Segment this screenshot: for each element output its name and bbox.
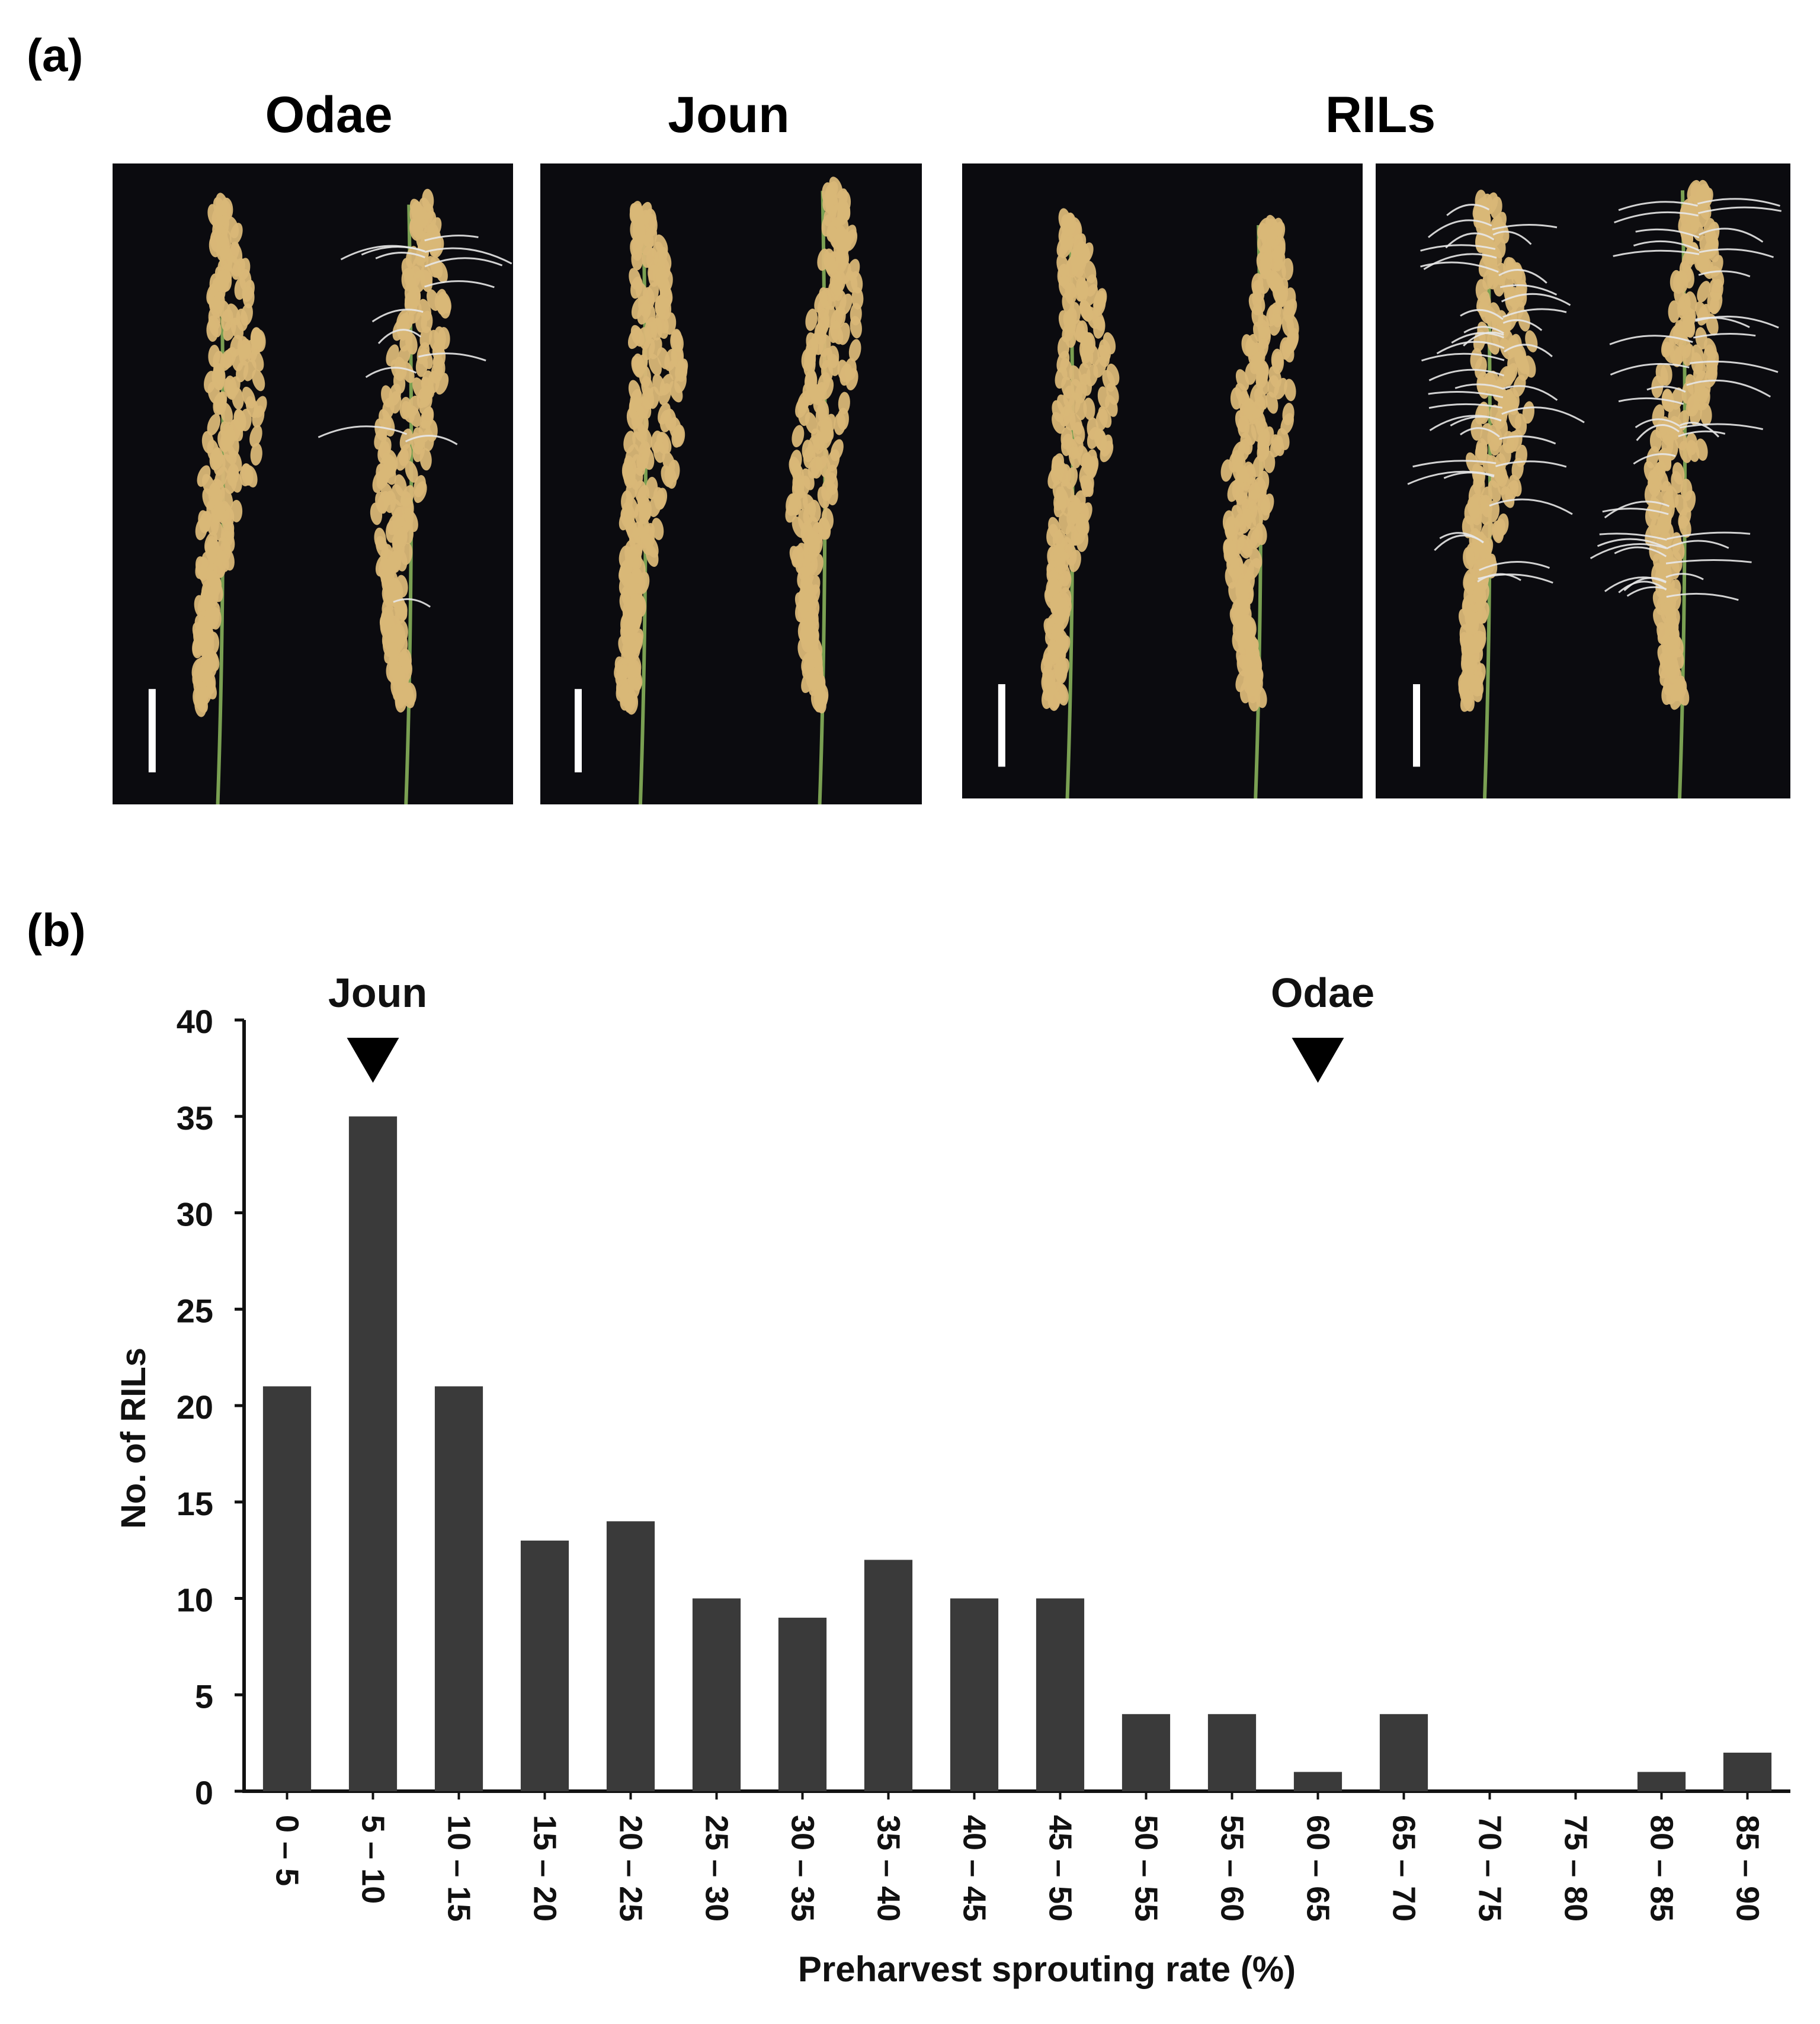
- odae-header: Odae: [265, 86, 393, 143]
- x-tick-label: 25 – 30: [699, 1815, 735, 1922]
- y-tick-label: 40: [177, 1003, 213, 1040]
- bar: [262, 1386, 312, 1791]
- joun-header: Joun: [668, 86, 790, 143]
- y-tick-label: 20: [177, 1388, 213, 1426]
- x-tick-label: 5 – 10: [355, 1815, 391, 1904]
- ril-high-sprouting-photo: [1376, 163, 1790, 798]
- bar: [1637, 1772, 1686, 1791]
- bar: [1379, 1714, 1428, 1791]
- x-tick-label: 60 – 65: [1300, 1815, 1336, 1922]
- x-tick-label: 40 – 45: [957, 1815, 992, 1922]
- x-tick-label: 0 – 5: [270, 1815, 305, 1886]
- annotation-arrow-icon: [1292, 1038, 1344, 1083]
- x-tick-label: 80 – 85: [1644, 1815, 1680, 1922]
- y-tick-label: 30: [177, 1196, 213, 1233]
- bar: [606, 1521, 655, 1791]
- y-axis-title: No. of RILs: [114, 1348, 153, 1529]
- joun-panicles-photo: [540, 163, 922, 804]
- bar: [520, 1540, 569, 1791]
- x-tick-label: 10 – 15: [441, 1815, 477, 1922]
- x-tick-label: 55 – 60: [1215, 1815, 1250, 1922]
- bar: [434, 1386, 483, 1791]
- bar: [864, 1560, 913, 1791]
- rils-header: RILs: [1325, 86, 1436, 143]
- y-tick-label: 25: [177, 1292, 213, 1329]
- x-tick-label: 75 – 80: [1558, 1815, 1594, 1922]
- bar: [1293, 1772, 1342, 1791]
- x-tick-label: 15 – 20: [527, 1815, 563, 1922]
- x-tick-label: 35 – 40: [871, 1815, 906, 1922]
- y-tick-label: 0: [195, 1774, 213, 1811]
- y-tick-label: 10: [177, 1582, 213, 1619]
- odae-panicles-photo: [113, 163, 513, 804]
- ril-low-sprouting-photo: [962, 163, 1363, 798]
- annotation-label: Joun: [328, 971, 427, 1016]
- bar: [1207, 1714, 1257, 1791]
- x-tick-label: 65 – 70: [1386, 1815, 1422, 1922]
- y-tick-label: 5: [195, 1677, 213, 1715]
- y-tick-label: 35: [177, 1099, 213, 1137]
- bar: [1723, 1752, 1772, 1791]
- x-tick-label: 85 – 90: [1730, 1815, 1765, 1922]
- y-tick-label: 15: [177, 1485, 213, 1522]
- histogram-chart: 0 5 10 15 20 25 30 35 40 0 – 5 5 – 10 10 – 15 15 – 2…: [114, 971, 1790, 1989]
- annotation-arrow-icon: [347, 1038, 399, 1083]
- bar: [692, 1598, 741, 1791]
- bar: [1122, 1714, 1171, 1791]
- bar: [348, 1116, 398, 1791]
- x-tick-label: 50 – 55: [1129, 1815, 1164, 1922]
- panel-b-label: (b): [27, 904, 86, 956]
- x-axis-title: Preharvest sprouting rate (%): [798, 1949, 1296, 1989]
- x-tick-label: 45 – 50: [1043, 1815, 1078, 1922]
- x-tick-label: 20 – 25: [613, 1815, 649, 1922]
- x-tick-label: 30 – 35: [785, 1815, 821, 1922]
- bar: [778, 1618, 827, 1791]
- bar: [1036, 1598, 1085, 1791]
- bar: [950, 1598, 999, 1791]
- x-tick-label: 70 – 75: [1472, 1815, 1508, 1922]
- annotation-label: Odae: [1271, 971, 1374, 1016]
- panel-a-label: (a): [27, 29, 84, 81]
